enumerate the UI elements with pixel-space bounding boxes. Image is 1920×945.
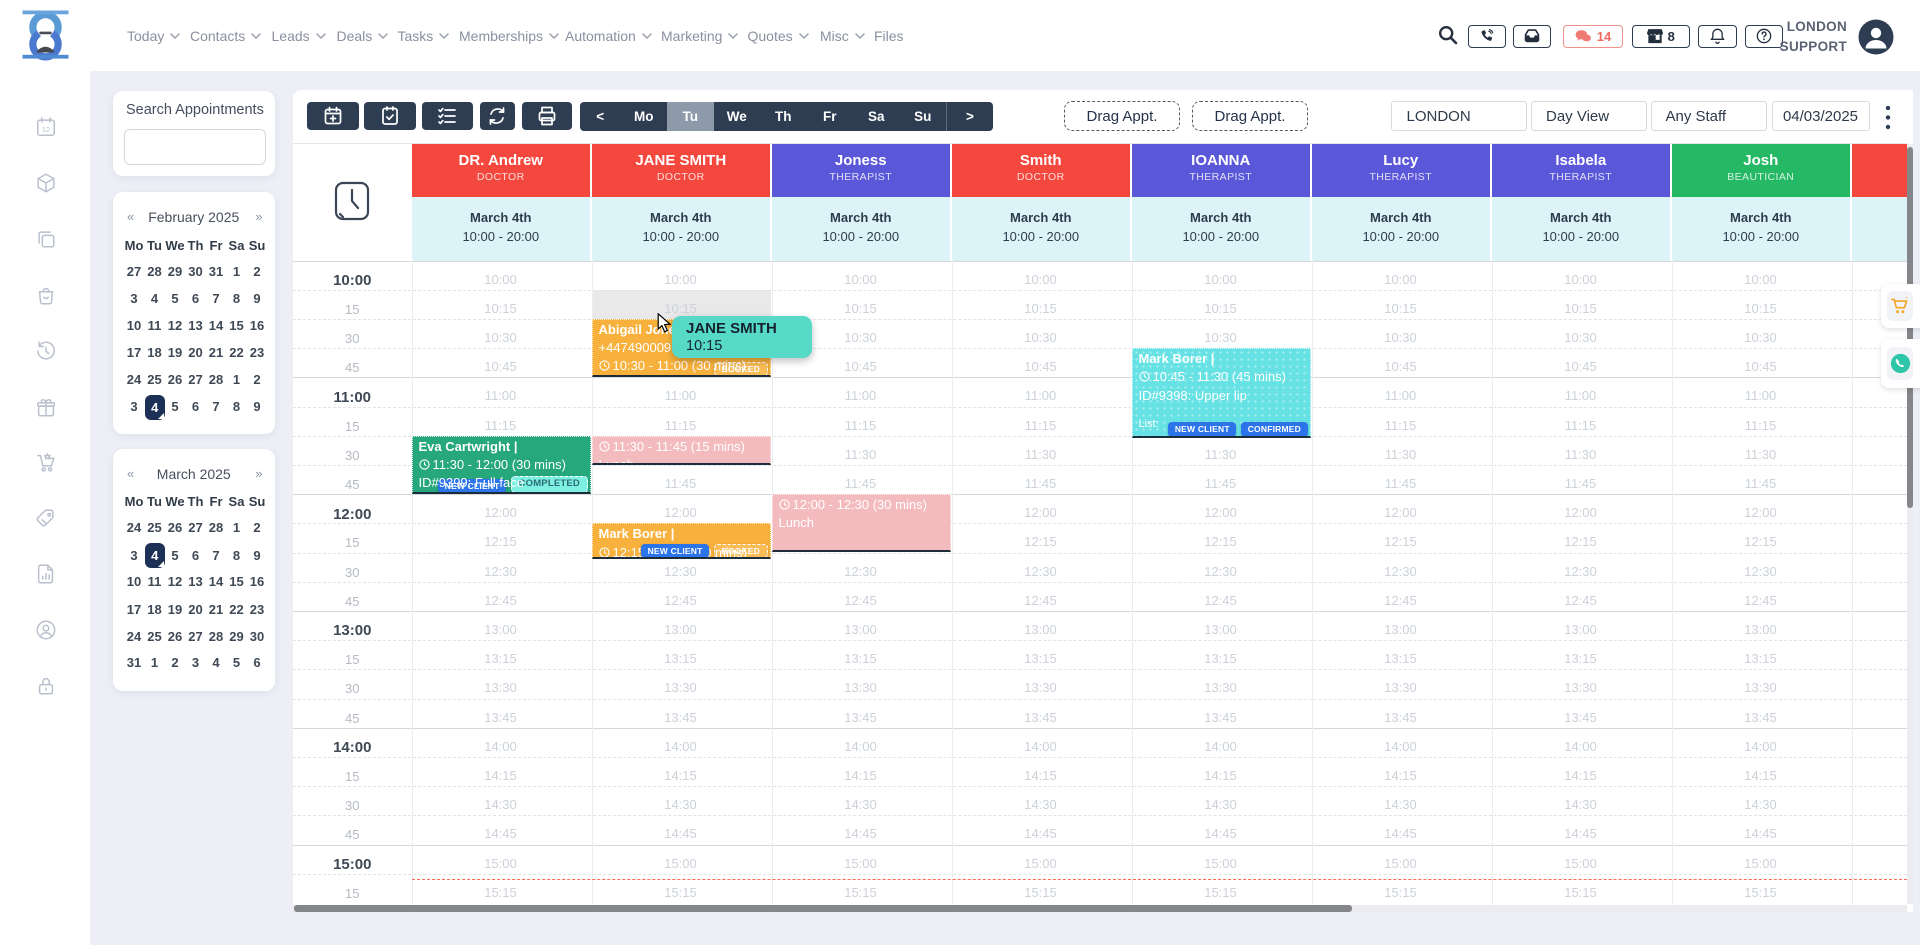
svg-text:12: 12 [42,125,50,134]
